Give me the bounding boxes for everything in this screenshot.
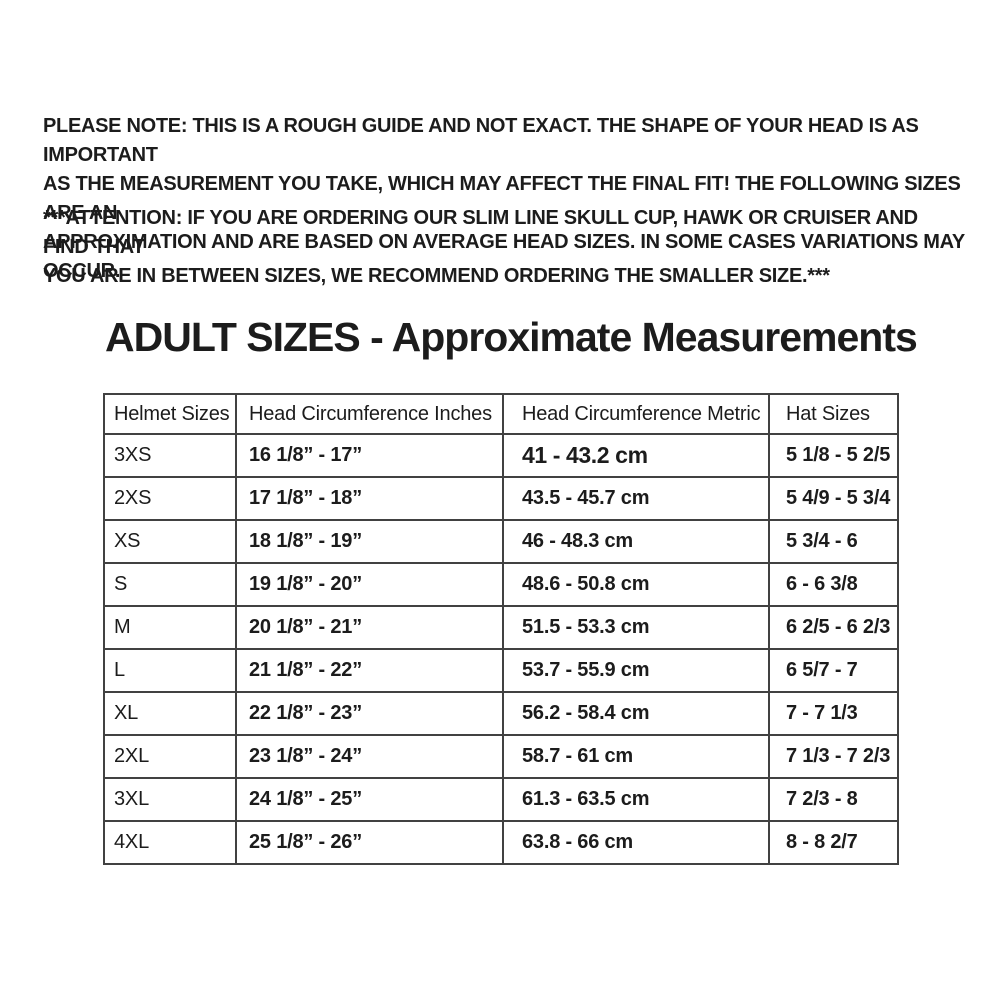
helmet-size-cell: 4XL: [103, 820, 237, 865]
helmet-size-cell: 3XL: [103, 777, 237, 822]
inches-cell: 17 1/8” - 18”: [235, 476, 504, 521]
helmet-size-cell: 2XL: [103, 734, 237, 779]
table-row: 2XS 17 1/8” - 18” 43.5 - 45.7 cm 5 4/9 - 5 …: [103, 476, 899, 521]
metric-cell: 53.7 - 55.9 cm: [502, 648, 770, 693]
metric-cell: 43.5 - 45.7 cm: [502, 476, 770, 521]
metric-cell: 51.5 - 53.3 cm: [502, 605, 770, 650]
metric-cell: 48.6 - 50.8 cm: [502, 562, 770, 607]
helmet-size-cell: XS: [103, 519, 237, 564]
hat-size-cell: 7 2/3 - 8: [768, 777, 899, 822]
column-header-helmet-sizes: Helmet Sizes: [103, 393, 237, 435]
hat-size-cell: 5 4/9 - 5 3/4: [768, 476, 899, 521]
metric-cell: 61.3 - 63.5 cm: [502, 777, 770, 822]
hat-size-cell: 7 - 7 1/3: [768, 691, 899, 736]
table-row: 2XL 23 1/8” - 24” 58.7 - 61 cm 7 1/3 - 7 2/…: [103, 734, 899, 779]
table-row: XS 18 1/8” - 19” 46 - 48.3 cm 5 3/4 - 6: [103, 519, 899, 564]
helmet-size-cell: 3XS: [103, 433, 237, 478]
inches-cell: 25 1/8” - 26”: [235, 820, 504, 865]
table-header-row: Helmet Sizes Head Circumference Inches H…: [103, 393, 899, 435]
metric-cell: 63.8 - 66 cm: [502, 820, 770, 865]
inches-cell: 21 1/8” - 22”: [235, 648, 504, 693]
metric-cell: 46 - 48.3 cm: [502, 519, 770, 564]
attention-paragraph: ***ATTENTION: IF YOU ARE ORDERING OUR SL…: [43, 207, 918, 287]
table-row: 3XL 24 1/8” - 25” 61.3 - 63.5 cm 7 2/3 - 8: [103, 777, 899, 822]
hat-size-cell: 8 - 8 2/7: [768, 820, 899, 865]
hat-size-cell: 5 1/8 - 5 2/5: [768, 433, 899, 478]
hat-size-cell: 6 2/5 - 6 2/3: [768, 605, 899, 650]
please-note-paragraph: PLEASE NOTE: THIS IS A ROUGH GUIDE AND N…: [43, 115, 965, 282]
adult-sizes-table: Helmet Sizes Head Circumference Inches H…: [103, 393, 899, 865]
inches-cell: 23 1/8” - 24”: [235, 734, 504, 779]
helmet-size-cell: L: [103, 648, 237, 693]
inches-cell: 18 1/8” - 19”: [235, 519, 504, 564]
helmet-size-cell: 2XS: [103, 476, 237, 521]
inches-cell: 19 1/8” - 20”: [235, 562, 504, 607]
helmet-size-cell: M: [103, 605, 237, 650]
column-header-head-circumference-inches: Head Circumference Inches: [235, 393, 504, 435]
table-body: 3XS 16 1/8” - 17” 41 - 43.2 cm 5 1/8 - 5 2/…: [103, 433, 899, 865]
hat-size-cell: 6 5/7 - 7: [768, 648, 899, 693]
inches-cell: 20 1/8” - 21”: [235, 605, 504, 650]
inches-cell: 24 1/8” - 25”: [235, 777, 504, 822]
table-row: M 20 1/8” - 21” 51.5 - 53.3 cm 6 2/5 - 6 2/…: [103, 605, 899, 650]
column-header-hat-sizes: Hat Sizes: [768, 393, 899, 435]
page-title: ADULT SIZES - Approximate Measurements: [105, 314, 918, 360]
column-header-head-circumference-metric: Head Circumference Metric: [502, 393, 770, 435]
hat-size-cell: 5 3/4 - 6: [768, 519, 899, 564]
hat-size-cell: 7 1/3 - 7 2/3: [768, 734, 899, 779]
table-row: L 21 1/8” - 22” 53.7 - 55.9 cm 6 5/7 - 7: [103, 648, 899, 693]
inches-cell: 16 1/8” - 17”: [235, 433, 504, 478]
table-row: XL 22 1/8” - 23” 56.2 - 58.4 cm 7 - 7 1/3: [103, 691, 899, 736]
helmet-size-cell: S: [103, 562, 237, 607]
table-row: 4XL 25 1/8” - 26” 63.8 - 66 cm 8 - 8 2/7: [103, 820, 899, 865]
inches-cell: 22 1/8” - 23”: [235, 691, 504, 736]
helmet-size-cell: XL: [103, 691, 237, 736]
metric-cell: 56.2 - 58.4 cm: [502, 691, 770, 736]
table-row: 3XS 16 1/8” - 17” 41 - 43.2 cm 5 1/8 - 5 2/…: [103, 433, 899, 478]
metric-cell: 41 - 43.2 cm: [502, 433, 770, 478]
table-row: S 19 1/8” - 20” 48.6 - 50.8 cm 6 - 6 3/8: [103, 562, 899, 607]
hat-size-cell: 6 - 6 3/8: [768, 562, 899, 607]
metric-cell: 58.7 - 61 cm: [502, 734, 770, 779]
